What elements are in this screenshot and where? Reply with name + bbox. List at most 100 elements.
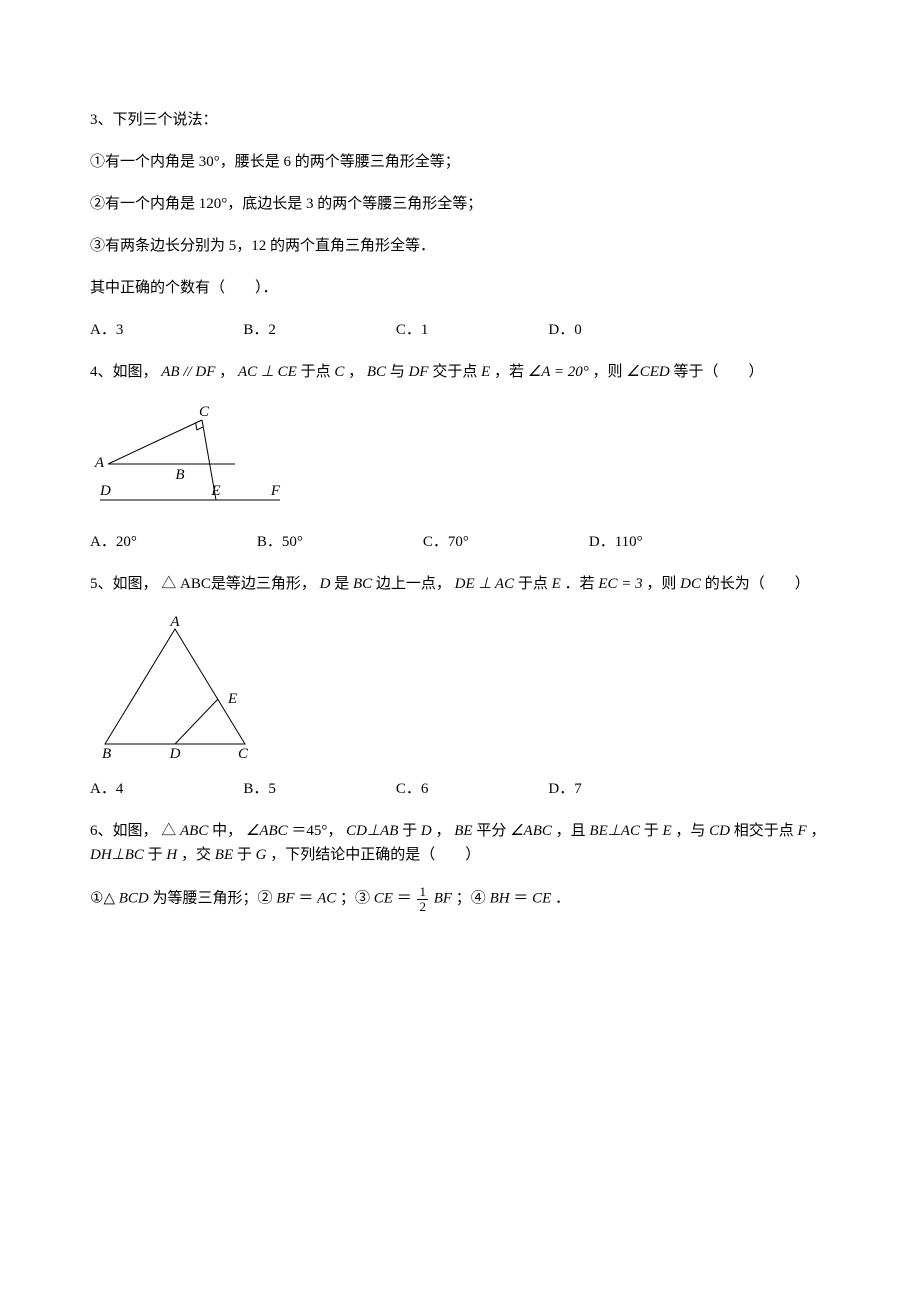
option-letter: B．: [243, 322, 268, 338]
text: 于: [237, 847, 256, 863]
text: ，交: [181, 847, 215, 863]
q3-options: A．3 B．2 C．1 D．0: [90, 318, 830, 342]
math: E: [662, 823, 671, 839]
option-value: 1: [421, 322, 429, 338]
text: ，: [348, 364, 363, 380]
option-letter: A．: [90, 534, 116, 550]
text: ；③: [340, 891, 370, 907]
option-value: 2: [268, 322, 276, 338]
text: ，: [219, 364, 234, 380]
text: ，: [810, 823, 825, 839]
text: 4、如图，: [90, 364, 158, 380]
option-letter: C．: [396, 781, 421, 797]
text: ，则: [646, 576, 680, 592]
text: ①△: [90, 891, 115, 907]
text: ＝: [513, 891, 528, 907]
q5-figure: ABCDE: [90, 614, 830, 759]
text: 是: [334, 576, 353, 592]
text: ＝45°，: [291, 823, 342, 839]
svg-text:D: D: [99, 483, 111, 499]
text: 于点: [301, 364, 335, 380]
text: 于点: [518, 576, 552, 592]
svg-text:E: E: [210, 483, 220, 499]
text: 5、如图， △ ABC是等边三角形，: [90, 576, 316, 592]
math: AC: [317, 891, 336, 907]
math: BCD: [119, 891, 149, 907]
text: 交于点: [432, 364, 481, 380]
text: ，下列结论中正确的是（ ）: [270, 847, 480, 863]
option-value: 3: [116, 322, 124, 338]
fraction: 1 2: [417, 885, 428, 913]
text: 的长为（ ）: [705, 576, 810, 592]
option-letter: C．: [423, 534, 448, 550]
option-letter: D．: [548, 781, 574, 797]
option-value: 0: [574, 322, 582, 338]
svg-text:D: D: [169, 746, 181, 759]
option-value: 20°: [116, 534, 137, 550]
text: 于: [402, 823, 421, 839]
text: ＝: [298, 891, 313, 907]
q3-statement-3: ③有两条边长分别为 5，12 的两个直角三角形全等．: [90, 234, 830, 258]
math: H: [166, 847, 177, 863]
math: E: [552, 576, 561, 592]
text: ＝: [397, 891, 412, 907]
math: DF: [409, 364, 429, 380]
math: EC = 3: [598, 576, 642, 592]
text: 于: [148, 847, 167, 863]
math: BE: [215, 847, 233, 863]
math: BF: [276, 891, 294, 907]
option-value: 4: [116, 781, 124, 797]
option-letter: D．: [589, 534, 615, 550]
q5-option-b: B．5: [243, 777, 276, 801]
option-value: 5: [268, 781, 276, 797]
q5-options: A．4 B．5 C．6 D．7: [90, 777, 830, 801]
math: ABC: [180, 823, 208, 839]
text: 相交于点: [734, 823, 798, 839]
q3-stem: 3、下列三个说法：: [90, 108, 830, 132]
math: ∠ABC: [246, 823, 288, 839]
text: 与: [390, 364, 409, 380]
svg-text:B: B: [102, 746, 111, 759]
math: DC: [680, 576, 701, 592]
text: 等于（ ）: [673, 364, 763, 380]
q4-option-d: D．110°: [589, 530, 643, 554]
option-letter: D．: [548, 322, 574, 338]
math: CE: [532, 891, 551, 907]
math: AC ⊥ CE: [238, 364, 297, 380]
q5-option-c: C．6: [396, 777, 429, 801]
q5-stem: 5、如图， △ ABC是等边三角形， D 是 BC 边上一点， DE ⊥ AC …: [90, 572, 830, 596]
math: ∠A = 20°: [528, 364, 589, 380]
text: 于: [644, 823, 663, 839]
text: ，且: [556, 823, 590, 839]
q6-stem: 6、如图， △ ABC 中， ∠ABC ＝45°， CD⊥AB 于 D ， BE…: [90, 819, 830, 867]
math: BE: [454, 823, 472, 839]
option-value: 6: [421, 781, 429, 797]
math: ∠ABC: [510, 823, 552, 839]
q4-option-a: A．20°: [90, 530, 137, 554]
text: ．若: [565, 576, 599, 592]
svg-text:C: C: [238, 746, 249, 759]
math: CE: [374, 891, 393, 907]
q5-option-d: D．7: [548, 777, 581, 801]
q4-option-c: C．70°: [423, 530, 469, 554]
q6-statements: ①△ BCD 为等腰三角形；② BF ＝ AC ；③ CE ＝ 1 2 BF ；…: [90, 885, 830, 913]
option-letter: B．: [243, 781, 268, 797]
option-value: 110°: [615, 534, 643, 550]
q4-diagram: ABCDEF: [90, 402, 290, 512]
math: ∠CED: [626, 364, 669, 380]
q3-statement-1: ①有一个内角是 30°，腰长是 6 的两个等腰三角形全等；: [90, 150, 830, 174]
text: 中，: [212, 823, 242, 839]
math: CD: [709, 823, 730, 839]
math: BC: [367, 364, 386, 380]
math: BE⊥AC: [589, 823, 640, 839]
q5-diagram: ABCDE: [90, 614, 275, 759]
math: BF: [434, 891, 452, 907]
text: ．: [555, 891, 570, 907]
option-value: 70°: [448, 534, 469, 550]
svg-text:F: F: [270, 483, 281, 499]
q3-option-a: A．3: [90, 318, 123, 342]
text: ；④: [456, 891, 486, 907]
text: ，若: [494, 364, 528, 380]
text: 为等腰三角形；②: [152, 891, 272, 907]
math: E: [481, 364, 490, 380]
